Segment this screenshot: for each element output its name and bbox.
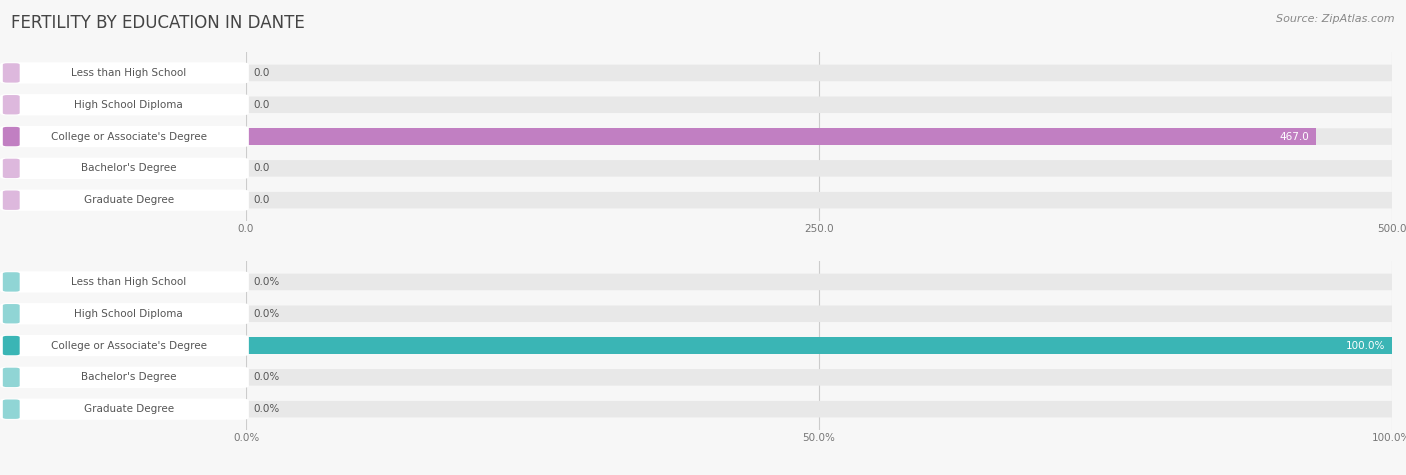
FancyBboxPatch shape: [246, 65, 1392, 81]
FancyBboxPatch shape: [246, 160, 1392, 177]
FancyBboxPatch shape: [246, 192, 1392, 209]
FancyBboxPatch shape: [246, 128, 1392, 145]
Text: 0.0: 0.0: [253, 195, 270, 205]
FancyBboxPatch shape: [246, 401, 1392, 418]
FancyBboxPatch shape: [246, 305, 1392, 322]
Text: FERTILITY BY EDUCATION IN DANTE: FERTILITY BY EDUCATION IN DANTE: [11, 14, 305, 32]
Text: High School Diploma: High School Diploma: [75, 100, 183, 110]
FancyBboxPatch shape: [246, 337, 1392, 354]
Text: Source: ZipAtlas.com: Source: ZipAtlas.com: [1277, 14, 1395, 24]
Text: 0.0%: 0.0%: [253, 404, 280, 414]
FancyBboxPatch shape: [246, 369, 1392, 386]
Text: 0.0%: 0.0%: [253, 309, 280, 319]
Text: College or Associate's Degree: College or Associate's Degree: [51, 341, 207, 351]
Text: College or Associate's Degree: College or Associate's Degree: [51, 132, 207, 142]
Bar: [246, 337, 1392, 354]
Text: 100.0%: 100.0%: [1346, 341, 1385, 351]
Text: 0.0%: 0.0%: [253, 372, 280, 382]
Text: 0.0: 0.0: [253, 100, 270, 110]
FancyBboxPatch shape: [246, 96, 1392, 113]
Text: 0.0: 0.0: [253, 163, 270, 173]
Text: Less than High School: Less than High School: [72, 68, 186, 78]
Text: Graduate Degree: Graduate Degree: [83, 195, 174, 205]
Text: Graduate Degree: Graduate Degree: [83, 404, 174, 414]
Text: High School Diploma: High School Diploma: [75, 309, 183, 319]
Text: 0.0: 0.0: [253, 68, 270, 78]
Text: Less than High School: Less than High School: [72, 277, 186, 287]
FancyBboxPatch shape: [246, 274, 1392, 290]
Bar: [246, 128, 1316, 145]
Text: 467.0: 467.0: [1279, 132, 1309, 142]
Text: Bachelor's Degree: Bachelor's Degree: [82, 163, 176, 173]
Text: 0.0%: 0.0%: [253, 277, 280, 287]
Text: Bachelor's Degree: Bachelor's Degree: [82, 372, 176, 382]
